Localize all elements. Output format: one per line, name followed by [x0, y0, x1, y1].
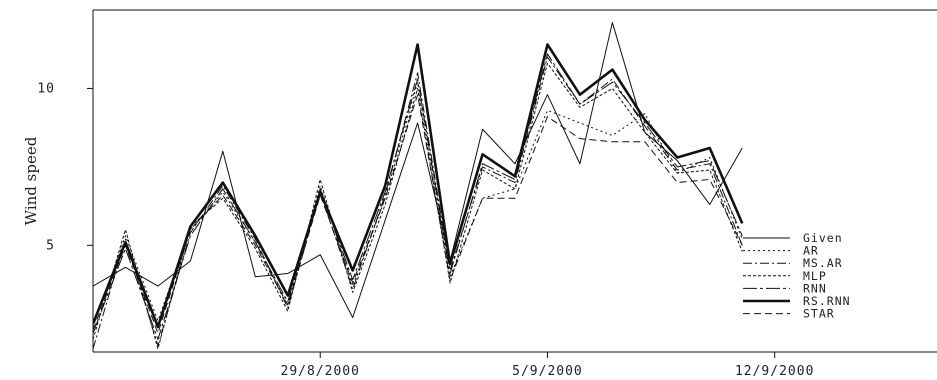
- x-tick-label: 29/8/2000: [281, 364, 360, 379]
- legend-label: AR: [803, 244, 819, 258]
- y-axis-label: Wind speed: [22, 136, 40, 225]
- legend-label: MLP: [803, 269, 827, 283]
- series-line-given: [93, 22, 743, 318]
- legend-label: STAR: [803, 307, 835, 321]
- legend-label: RNN: [803, 281, 827, 295]
- series-line-star: [93, 94, 743, 334]
- series-line-mlp: [93, 62, 743, 350]
- series-line-rs-rnn: [93, 43, 744, 329]
- series-line-rnn: [93, 53, 743, 340]
- legend-label: Given: [803, 231, 843, 245]
- x-tick-label: 12/9/2000: [735, 364, 814, 379]
- x-tick-label: 5/9/2000: [512, 364, 583, 379]
- legend-label: RS.RNN: [803, 294, 851, 308]
- y-tick-label: 5: [46, 238, 55, 253]
- series-line-ms-ar: [93, 56, 743, 350]
- legend-label: MS.AR: [803, 256, 843, 270]
- y-tick-label: 10: [37, 81, 55, 96]
